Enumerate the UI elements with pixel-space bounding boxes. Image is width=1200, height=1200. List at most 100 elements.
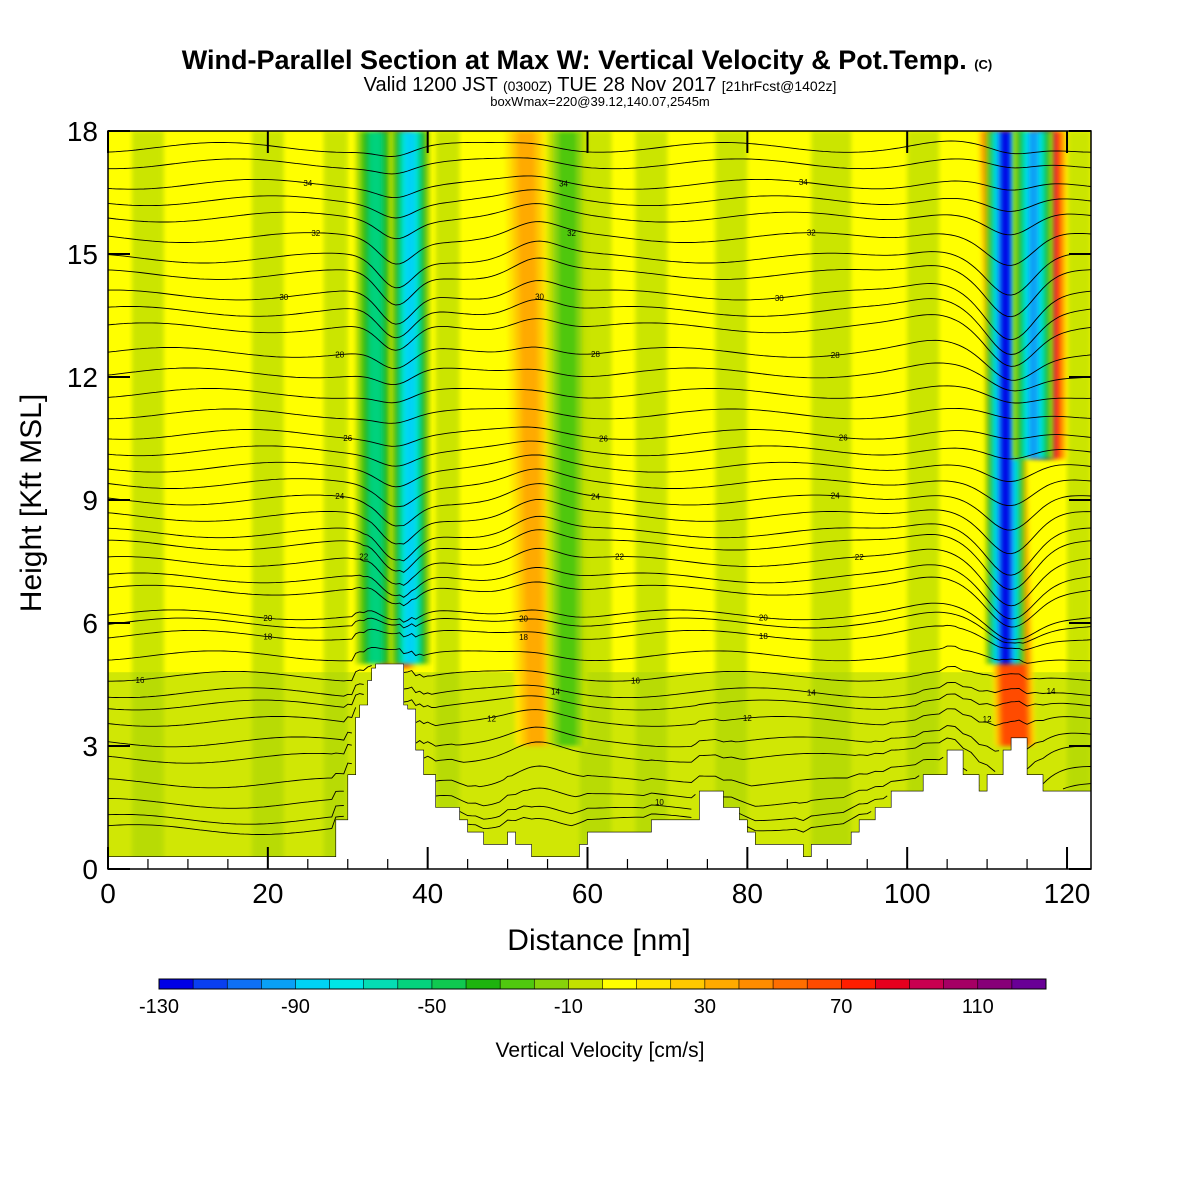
colorbar-swatch-10: [500, 979, 535, 989]
theta-label-30-2: 30: [775, 294, 784, 303]
theta-contour-39: [108, 140, 1091, 157]
chart-title-mark: (C): [974, 57, 992, 72]
theta-contour-12: [108, 611, 1091, 644]
theta-contour-28: [108, 339, 1091, 381]
theta-contour-35: [108, 203, 1091, 240]
plot-area: 1010121212141414161616181818202020222222…: [67, 116, 1092, 909]
x-tick-label-1: 20: [252, 878, 283, 909]
y-tick-label-4: 12: [67, 362, 98, 393]
downdraft-column-2-level-2: [558, 131, 577, 746]
theta-contour-31: [108, 280, 1091, 341]
y-tick-label-2: 6: [82, 608, 98, 639]
downdraft-column-1-level-8: [405, 131, 415, 664]
theta-contour-19: [108, 498, 1091, 555]
theta-contour-36: [108, 189, 1091, 219]
colorbar-swatch-24: [977, 979, 1013, 989]
theta-contour-26: [108, 385, 1091, 404]
downdraft-column-0: [355, 131, 397, 664]
theta-label-18-0: 18: [263, 633, 272, 642]
colorbar: -130 -90 -50 -10 30 70 110: [139, 978, 1047, 1018]
theta-contour-24: [108, 426, 1091, 447]
theta-contour-7: [108, 693, 1091, 711]
updraft-column-1: [505, 131, 556, 746]
theta-label-18-1: 18: [519, 633, 528, 642]
theta-contours: 1010121212141414161616181818202020222222…: [108, 140, 1091, 835]
colorbar-tick-label-0: -130: [139, 996, 179, 1018]
y-tick-label-3: 9: [82, 485, 98, 516]
terrain: [108, 663, 1091, 869]
theta-label-22-2: 22: [855, 553, 864, 562]
x-tick-label-4: 80: [732, 878, 763, 909]
theta-label-34-2: 34: [799, 178, 808, 187]
colorbar-swatch-0: [159, 979, 194, 989]
x-tick-label-0: 0: [100, 878, 116, 909]
colorbar-swatch-21: [875, 979, 910, 989]
theta-label-20-2: 20: [759, 614, 768, 623]
colorbar-swatch-12: [568, 979, 603, 989]
colorbar-swatch-19: [807, 979, 842, 989]
theta-label-12-0: 12: [487, 714, 496, 723]
theta-label-32-2: 32: [807, 229, 816, 238]
x-tick-label-2: 40: [412, 878, 443, 909]
theta-contour-15: [108, 564, 1091, 620]
colorbar-swatch-1: [193, 979, 228, 989]
theta-label-12-2: 12: [983, 715, 992, 724]
theta-label-34-0: 34: [303, 179, 312, 188]
colorbar-swatch-4: [295, 979, 330, 989]
theta-label-24-2: 24: [831, 492, 840, 501]
theta-label-32-0: 32: [311, 229, 320, 238]
colorbar-swatch-22: [909, 979, 944, 989]
theta-contour-3: [108, 756, 1091, 789]
colorbar-swatch-25: [1011, 979, 1047, 989]
subtitle-fcst: [21hrFcst@1402z]: [722, 78, 837, 94]
colorbar-swatch-14: [636, 979, 672, 989]
theta-label-26-0: 26: [343, 434, 352, 443]
colorbar-swatch-13: [602, 979, 637, 989]
theta-contour-5: [108, 725, 1091, 752]
box-info-line: boxWmax=220@39.12,140.07,2545m: [490, 94, 710, 109]
theta-contour-32: [108, 257, 1091, 318]
theta-contour-30: [108, 298, 1091, 355]
theta-contour-18: [108, 515, 1091, 576]
y-tick-label-5: 15: [67, 239, 98, 270]
downdraft-column-4-level-9: [1028, 131, 1039, 459]
colorbar-swatch-5: [329, 979, 364, 989]
colorbar-tick-label-4: 30: [694, 996, 716, 1018]
axis-ticks: 0 20 40 60 80 100 120 0 3 6 9 12 15 18: [67, 116, 1091, 909]
colorbar-swatch-2: [227, 979, 262, 989]
colorbar-swatch-9: [466, 979, 501, 989]
colorbar-tick-label-2: -50: [417, 996, 446, 1018]
colorbar-swatch-23: [943, 979, 979, 989]
y-tick-label-6: 18: [67, 116, 98, 147]
theta-label-24-1: 24: [591, 493, 600, 502]
theta-contour-22: [108, 454, 1091, 488]
theta-contour-38: [108, 157, 1091, 175]
chart-subtitle: Valid 1200 JST (0300Z) TUE 28 Nov 2017 […: [364, 74, 837, 96]
subtitle-prefix: Valid 1200 JST: [364, 74, 498, 96]
colorbar-swatch-20: [841, 979, 876, 989]
theta-contour-29: [108, 314, 1091, 367]
theta-label-26-1: 26: [599, 435, 608, 444]
x-tick-label-3: 60: [572, 878, 603, 909]
y-axis-label: Height [Kft MSL]: [15, 394, 48, 612]
theta-contour-9: [108, 665, 1091, 682]
downdraft-column-2: [547, 131, 588, 746]
theta-contour-34: [108, 221, 1091, 266]
y-tick-label-0: 0: [82, 854, 98, 885]
colorbar-swatch-18: [773, 979, 808, 989]
theta-label-28-1: 28: [591, 350, 600, 359]
theta-label-14-0: 14: [551, 688, 560, 697]
theta-contour-27: [108, 362, 1091, 392]
colorbar-swatch-6: [363, 979, 399, 989]
theta-contour-20: [108, 483, 1091, 531]
colorbar-swatch-7: [397, 979, 433, 989]
theta-label-24-0: 24: [335, 492, 344, 501]
chart-title-text: Wind-Parallel Section at Max W: Vertical…: [182, 45, 967, 75]
theta-label-20-1: 20: [519, 615, 528, 624]
x-tick-label-6: 120: [1044, 878, 1091, 909]
theta-label-18-2: 18: [759, 632, 768, 641]
theta-label-30-0: 30: [279, 293, 288, 302]
theta-label-20-0: 20: [263, 614, 272, 623]
theta-label-16-0: 16: [136, 676, 145, 685]
theta-contour-11: [108, 624, 1091, 651]
